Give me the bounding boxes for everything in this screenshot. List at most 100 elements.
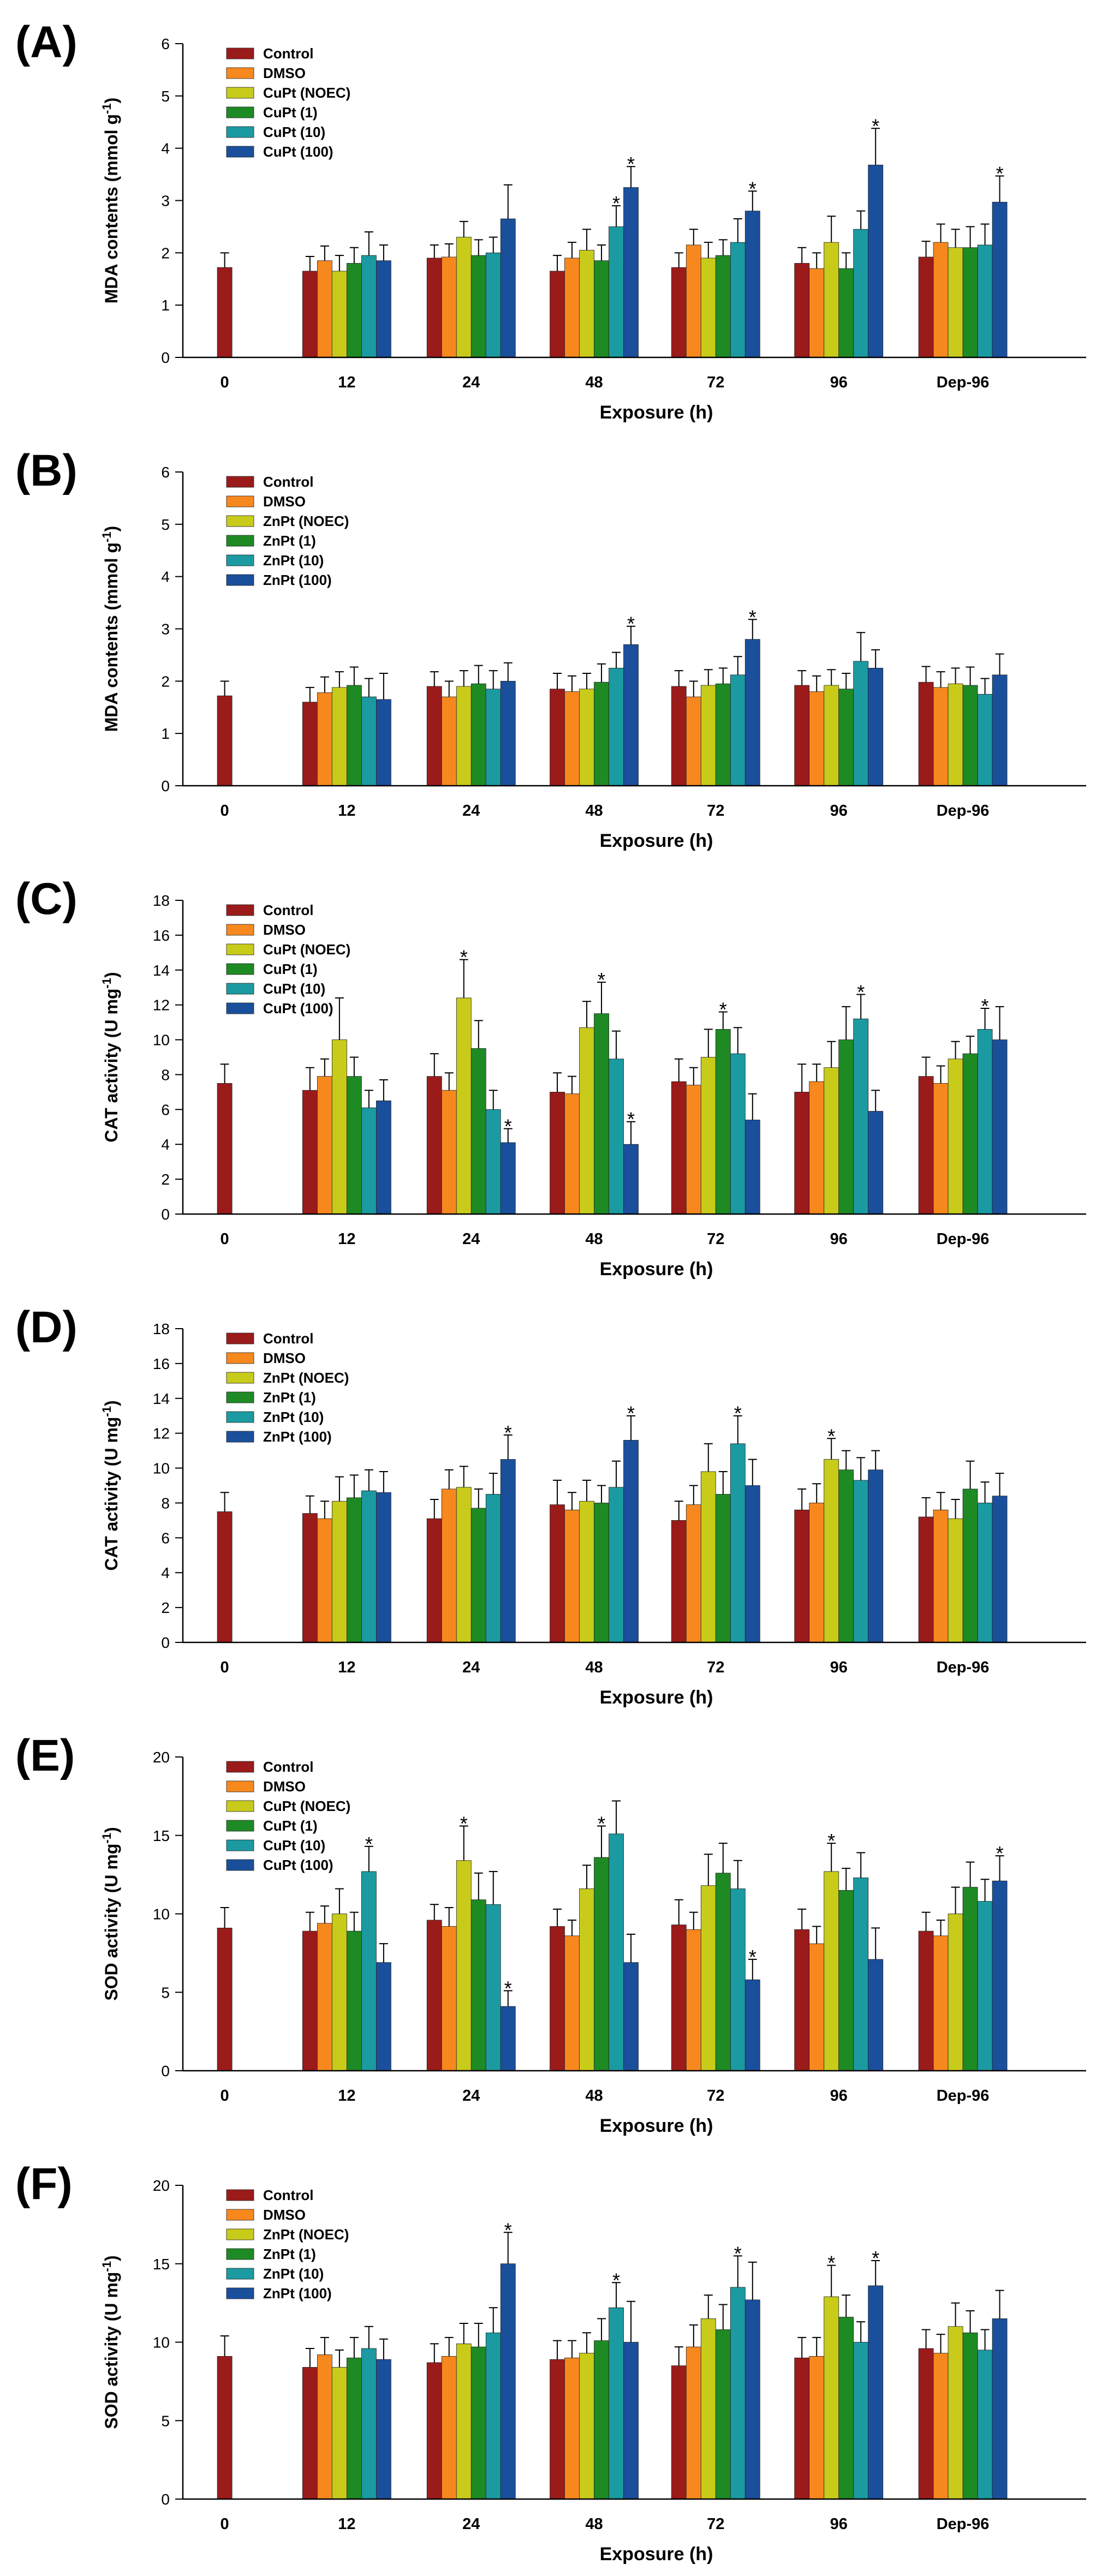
bar <box>700 258 716 358</box>
y-tick-label: 4 <box>161 1564 170 1581</box>
bar <box>977 1029 993 1215</box>
bar <box>609 226 624 358</box>
bar <box>809 2356 825 2500</box>
significance-star: * <box>872 2247 879 2269</box>
legend-label: Control <box>263 2187 313 2203</box>
bar <box>962 1053 978 1215</box>
bar <box>744 2299 760 2500</box>
significance-star: * <box>996 1842 1004 1864</box>
bar <box>794 1929 810 2071</box>
x-tick-label: 0 <box>221 2087 229 2105</box>
bar <box>730 1443 746 1643</box>
significance-star: * <box>827 1830 835 1852</box>
bar <box>686 244 701 358</box>
legend-label: ZnPt (NOEC) <box>263 1370 349 1386</box>
significance-star: * <box>504 1977 512 1999</box>
bar <box>824 1459 839 1643</box>
bar <box>962 2332 978 2500</box>
y-axis-title-close: ) <box>102 2255 121 2261</box>
significance-star: * <box>627 1108 635 1131</box>
y-tick-label: 8 <box>161 1066 170 1083</box>
bar <box>485 2332 501 2500</box>
legend-swatch <box>226 2189 254 2201</box>
legend-swatch <box>226 924 254 936</box>
bar <box>868 667 884 786</box>
bar <box>485 252 501 358</box>
bar <box>361 2348 377 2500</box>
y-tick-label: 0 <box>161 2491 170 2508</box>
bar <box>302 1090 318 1215</box>
bar <box>302 1513 318 1643</box>
bar <box>500 680 516 786</box>
significance-star: * <box>504 2219 512 2241</box>
bar <box>376 1962 391 2071</box>
bar <box>918 1930 934 2071</box>
bar <box>361 1871 377 2071</box>
x-tick-label: 0 <box>221 2515 229 2533</box>
bar <box>992 674 1008 786</box>
bar <box>317 692 332 786</box>
x-tick-label: 0 <box>221 1230 229 1248</box>
legend-swatch <box>226 515 254 527</box>
significance-star: * <box>827 2252 835 2274</box>
bar <box>609 1833 624 2071</box>
x-tick-label: 96 <box>830 2515 848 2533</box>
legend-swatch <box>226 943 254 955</box>
y-tick-label: 18 <box>153 1320 170 1337</box>
bar <box>809 1081 825 1215</box>
y-axis-title: SOD activity (U mg-1) <box>100 2255 121 2429</box>
bar <box>853 661 869 786</box>
legend-label: ZnPt (NOEC) <box>263 513 349 529</box>
x-tick-label: 72 <box>707 1659 724 1676</box>
legend-label: ZnPt (10) <box>263 2266 324 2282</box>
y-tick-label: 18 <box>153 892 170 909</box>
significance-star: * <box>749 606 756 628</box>
bar <box>700 1471 716 1643</box>
bar <box>594 682 609 786</box>
y-tick-label: 10 <box>153 2334 170 2351</box>
legend-label: DMSO <box>263 2207 306 2223</box>
legend-swatch <box>226 1780 254 1792</box>
y-tick-label: 6 <box>161 1101 170 1118</box>
legend-label: DMSO <box>263 1778 306 1795</box>
bar <box>594 1013 609 1215</box>
bar <box>853 1877 869 2071</box>
bar <box>715 1494 731 1643</box>
bar <box>744 1979 760 2071</box>
bar <box>686 1504 701 1643</box>
bar <box>853 229 869 358</box>
x-tick-label: Dep-96 <box>937 1659 990 1676</box>
bar <box>671 267 687 358</box>
bar <box>346 685 362 786</box>
x-tick-label: 72 <box>707 2515 724 2533</box>
bar <box>456 1860 472 2071</box>
x-tick-label: 24 <box>462 1659 480 1676</box>
bar <box>470 2346 486 2500</box>
bar <box>331 1914 347 2071</box>
bar <box>317 1076 332 1215</box>
bar <box>992 1880 1008 2071</box>
y-tick-label: 2 <box>161 673 170 690</box>
bar <box>977 244 993 358</box>
y-axis-title-main: CAT activity (U mg <box>102 989 121 1143</box>
significance-star: * <box>504 1421 512 1444</box>
significance-star: * <box>612 192 620 214</box>
x-tick-label: 72 <box>707 2087 724 2105</box>
y-axis-title-main: MDA contents (mmol g <box>102 114 121 303</box>
bar <box>550 2359 565 2500</box>
y-tick-label: 12 <box>153 997 170 1014</box>
bar <box>977 1901 993 2071</box>
y-tick-label: 4 <box>161 1136 170 1153</box>
bar <box>456 2343 472 2500</box>
y-tick-label: 20 <box>153 1749 170 1766</box>
bar <box>579 1888 594 2071</box>
legend-swatch <box>226 535 254 547</box>
legend-label: Control <box>263 902 313 918</box>
significance-star: * <box>627 153 635 175</box>
y-tick-label: 16 <box>153 1355 170 1372</box>
panel-label: (F) <box>15 2159 73 2209</box>
x-tick-label: 12 <box>338 1659 355 1676</box>
bar <box>948 683 963 786</box>
panel-label: (D) <box>15 1302 78 1352</box>
